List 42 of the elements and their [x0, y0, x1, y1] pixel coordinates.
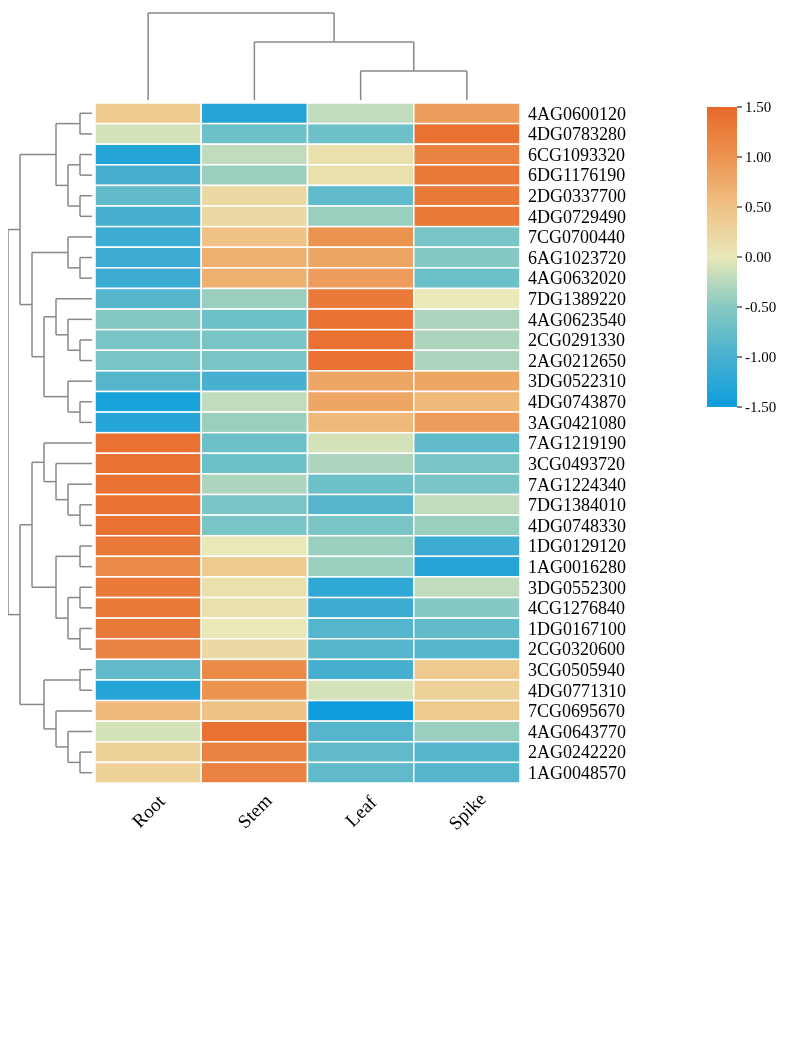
y-tick-label: 3CG0493720 — [528, 453, 626, 474]
y-tick-label: 6AG1023720 — [528, 247, 626, 268]
y-tick-label: 7DG1389220 — [528, 289, 626, 310]
color-bar-label: 0.50 — [745, 199, 772, 216]
y-tick-label: 4AG0632020 — [528, 268, 626, 289]
y-tick-label: 4DG0729490 — [528, 206, 626, 227]
y-tick-label: 4DG0743870 — [528, 392, 626, 413]
x-tick-label: Stem — [233, 789, 276, 833]
color-bar-label: 1.00 — [745, 149, 772, 166]
color-bar-label: -1.00 — [745, 349, 777, 366]
y-tick-label: 3AG0421080 — [528, 412, 626, 433]
y-tick-label: 1DG0129120 — [528, 536, 626, 557]
y-tick-label: 1DG0167100 — [528, 618, 626, 639]
y-tick-label: 4DG0748330 — [528, 515, 626, 536]
y-tick-label: 2CG0291330 — [528, 330, 626, 351]
color-bar-label: -0.50 — [745, 299, 777, 316]
x-tick-label: Root — [127, 790, 170, 832]
y-tick-label: 7DG1384010 — [528, 495, 626, 516]
y-tick-label: 6CG1093320 — [528, 144, 626, 165]
y-tick-label: 4AG0643770 — [528, 721, 626, 742]
y-tick-label: 7CG0695670 — [528, 701, 626, 722]
y-tick-label: 6DG1176190 — [528, 165, 626, 186]
y-tick-label: 7AG1219190 — [528, 433, 626, 454]
y-tick-label: 7AG1224340 — [528, 474, 626, 495]
y-tick-label: 1AG0048570 — [528, 763, 626, 783]
y-tick-label: 4CG1276840 — [528, 598, 626, 619]
y-tick-label: 2AG0242220 — [528, 742, 626, 763]
y-tick-label: 3DG0552300 — [528, 577, 626, 598]
y-tick-label: 2CG0320600 — [528, 639, 626, 660]
y-tick-label: 4AG0600120 — [528, 103, 626, 124]
y-tick-label: 2DG0337700 — [528, 186, 626, 207]
y-tick-label: 7CG0700440 — [528, 227, 626, 248]
color-bar-label: 0.00 — [745, 249, 772, 266]
color-bar-label: -1.50 — [745, 399, 777, 416]
y-tick-label: 4AG0623540 — [528, 309, 626, 330]
y-tick-label: 4DG0783280 — [528, 124, 626, 145]
y-tick-label: 4DG0771310 — [528, 680, 626, 701]
y-tick-label: 2AG0212650 — [528, 350, 626, 371]
color-bar-label: 1.50 — [745, 99, 772, 116]
y-tick-label: 3CG0505940 — [528, 659, 626, 680]
y-tick-label: 1AG0016280 — [528, 556, 626, 577]
y-tick-label: 3DG0522310 — [528, 371, 626, 392]
